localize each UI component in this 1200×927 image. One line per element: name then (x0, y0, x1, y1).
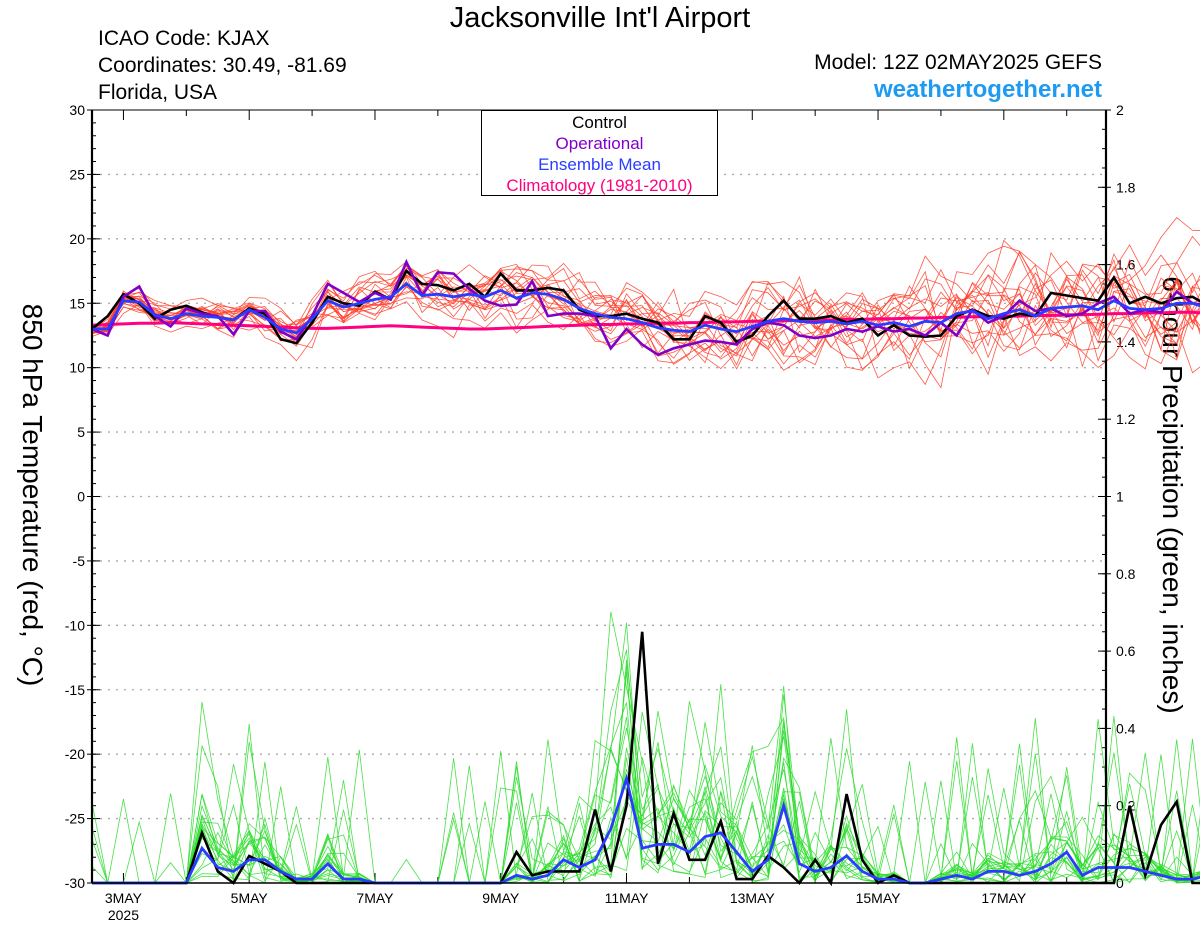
x-tick-label: 15MAY (856, 890, 902, 906)
x-tick-label: 17MAY (981, 890, 1027, 906)
y2-tick-label: 1.6 (1116, 257, 1136, 273)
y2-tick-label: 1.2 (1116, 411, 1136, 427)
region: Florida, USA (98, 81, 218, 104)
y-tick-label: -25 (65, 811, 85, 827)
model-run: Model: 12Z 02MAY2025 GEFS (814, 51, 1102, 74)
y2-tick-label: 0.8 (1116, 566, 1136, 582)
y-tick-label: -20 (65, 746, 85, 762)
precip-member-line (92, 738, 1200, 884)
temp-member-line (91, 265, 1200, 365)
x-year-label: 2025 (108, 907, 139, 923)
y-tick-label: -30 (65, 875, 85, 891)
y2-tick-label: 0.4 (1116, 720, 1136, 736)
temp-member-line (91, 244, 1200, 365)
icao-code: ICAO Code: KJAX (98, 27, 270, 50)
legend-operational: Operational (555, 134, 644, 153)
x-tick-label: 13MAY (730, 890, 776, 906)
temp-member-line (91, 255, 1200, 366)
y-tick-label: -15 (65, 682, 85, 698)
y-tick-label: 5 (77, 424, 85, 440)
coordinates: Coordinates: 30.49, -81.69 (98, 54, 347, 77)
y-tick-label: 25 (69, 166, 85, 182)
website-link[interactable]: weathertogether.net (873, 76, 1102, 103)
y2-tick-label: 0 (1116, 875, 1124, 891)
y-tick-label: -10 (65, 617, 85, 633)
temp-member-line (91, 245, 1200, 374)
y2-tick-label: 1.8 (1116, 179, 1136, 195)
control-temp-line (91, 269, 1200, 345)
precip-member-line (92, 716, 1200, 884)
y2-tick-label: 2 (1116, 102, 1124, 118)
y-tick-label: 20 (69, 231, 85, 247)
x-tick-label: 11MAY (605, 890, 649, 906)
y-tick-label: 0 (77, 489, 85, 505)
temp-member-line (91, 267, 1200, 364)
x-tick-label: 9MAY (482, 890, 520, 906)
x-tick-label: 3MAY (105, 890, 143, 906)
y-tick-label: 10 (69, 360, 85, 376)
y-tick-label: -5 (73, 553, 86, 569)
legend-climatology: Climatology (1981-2010) (506, 176, 693, 195)
temp-member-line (91, 252, 1200, 360)
y2-tick-label: 1 (1116, 489, 1124, 505)
y2-tick-label: 0.6 (1116, 643, 1136, 659)
x-tick-label: 7MAY (356, 890, 394, 906)
y-tick-label: 15 (69, 295, 85, 311)
y2-tick-label: 0.2 (1116, 798, 1136, 814)
y2-tick-label: 1.4 (1116, 334, 1136, 350)
legend-ensemble-mean: Ensemble Mean (538, 155, 661, 174)
chart-title: Jacksonville Int'l Airport (449, 2, 751, 34)
legend-control: Control (572, 113, 627, 132)
ensemble-mean-temp-line (92, 282, 1200, 335)
y-tick-label: 30 (69, 102, 85, 118)
x-tick-label: 5MAY (231, 890, 269, 906)
legend: Control Operational Ensemble Mean Climat… (481, 110, 718, 196)
precip-member-line (92, 611, 1200, 884)
precip-member-line (92, 749, 1200, 884)
ensemble-mean-precip-line (92, 773, 1200, 885)
